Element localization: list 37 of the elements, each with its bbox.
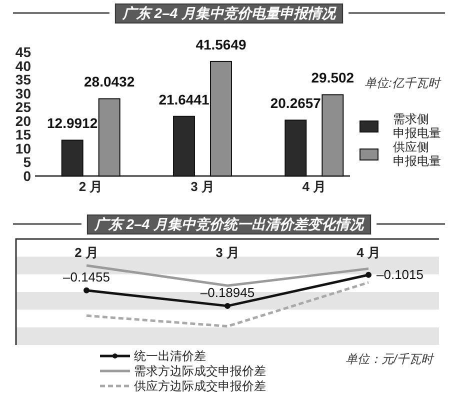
y-tick-label: 25 [15,99,32,116]
bar [98,98,120,176]
legend-label: 供应侧申报电量 [393,140,441,168]
y-tick-label: 10 [15,140,32,156]
data-label: 29.502 [311,70,354,86]
x-tick-label: 3 月 [190,179,214,194]
legend-label: 统一出清价差 [134,349,206,363]
chart-title: 广东 2–4 月集中竞价统一出清价差变化情况 [93,216,366,232]
data-label: –0.1015 [376,266,424,282]
y-tick-label: 35 [15,72,32,88]
data-label: 41.5649 [196,36,247,52]
data-label: 20.2657 [270,95,322,112]
x-tick-label: 2 月 [78,179,103,194]
data-label: 28.0432 [84,74,135,90]
y-tick-label: 15 [15,126,32,143]
data-label: 21.6441 [158,91,210,108]
chart-title: 广东 2–4 月集中竞价电量申报情况 [121,5,338,21]
x-tick-label: 3 月 [216,245,240,260]
legend-label: 需求侧申报电量 [393,112,441,140]
bar [322,94,344,176]
text: 单位:亿千瓦时 [364,76,442,90]
y-tick-label: 0 [23,168,32,184]
x-tick-label: 4 月 [356,245,380,260]
data-label: –0.18945 [200,284,255,300]
y-tick-label: 5 [23,154,32,170]
legend-label: 供应方边际成交申报价差 [134,379,266,393]
y-tick-label: 40 [15,58,32,74]
y-tick-label: 45 [15,44,32,60]
x-tick-label: 2 月 [74,245,98,260]
data-label: 12.9912 [47,115,98,132]
legend-label: 需求方边际成交申报价差 [134,364,266,378]
text: 单位：元/千瓦时 [346,352,435,366]
x-tick-label: 4 月 [302,179,326,194]
y-tick-label: 20 [15,112,32,129]
bar [210,60,232,176]
data-label: –0.1455 [63,269,110,284]
y-tick-label: 30 [15,85,32,102]
